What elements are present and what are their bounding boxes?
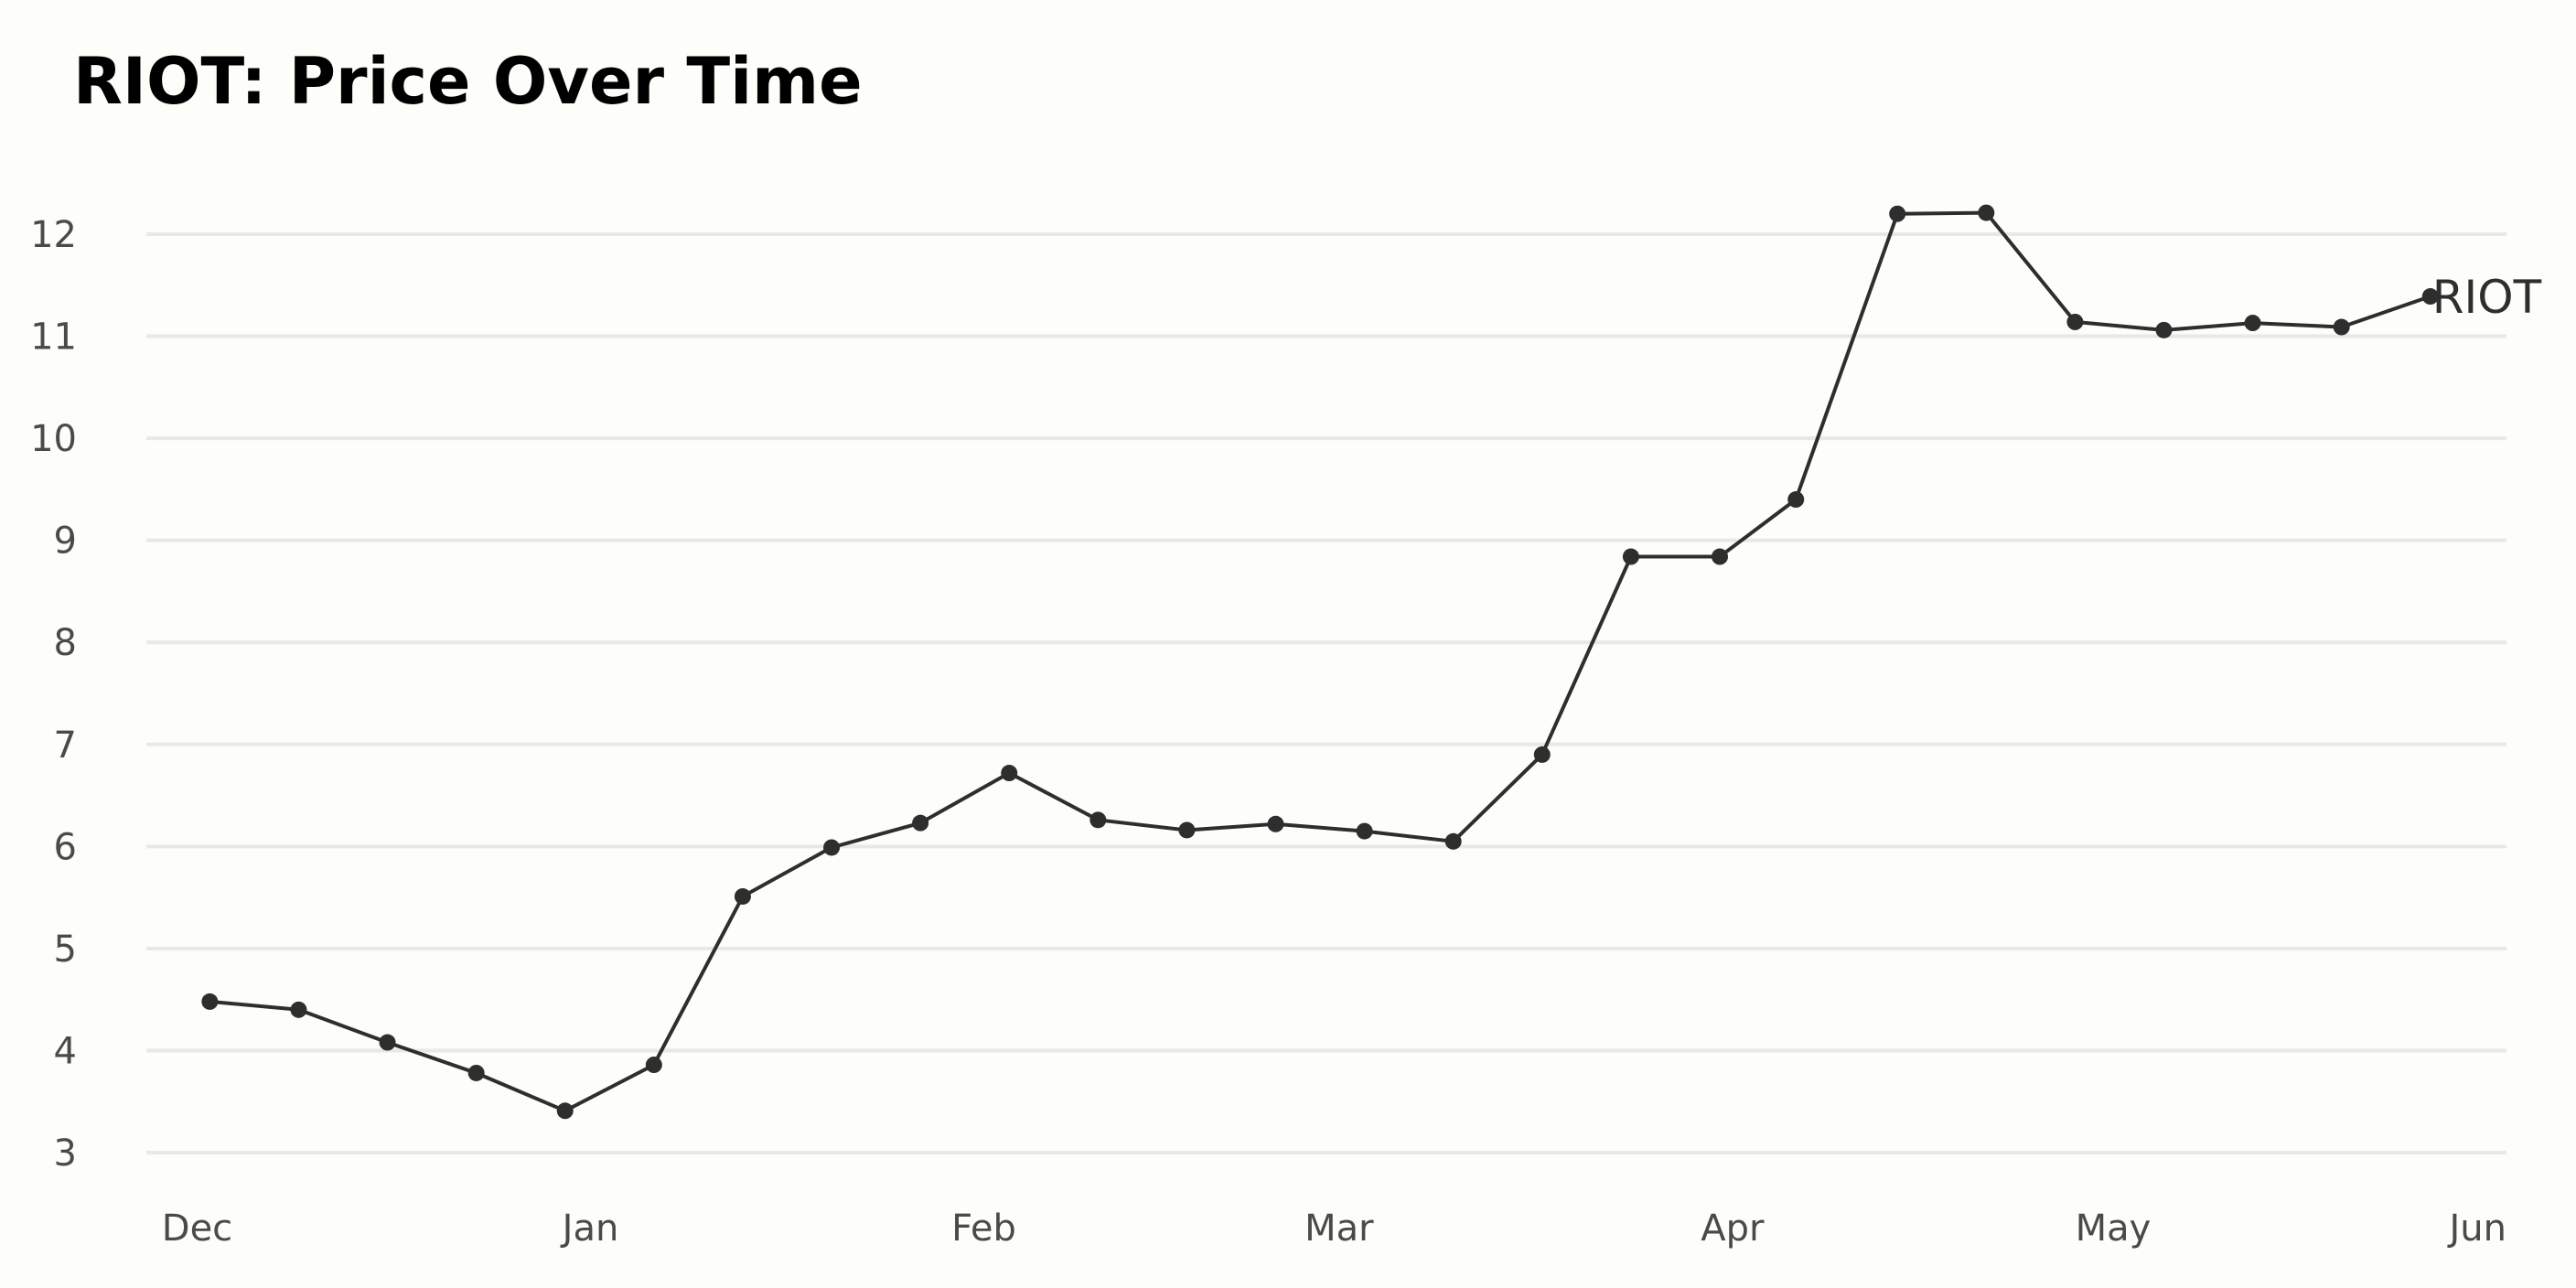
data-point [2244, 315, 2261, 332]
data-point [1787, 491, 1805, 509]
x-tick-label: Jan [560, 1208, 619, 1250]
y-tick-label: 8 [54, 622, 77, 664]
data-point [1444, 832, 1462, 850]
series-line-riot [209, 210, 2431, 1113]
data-point [2155, 321, 2173, 338]
y-tick-label: 4 [54, 1030, 77, 1072]
y-tick-label: 7 [54, 724, 77, 767]
chart-title: RIOT: Price Over Time [73, 44, 863, 119]
y-tick-label: 11 [30, 317, 77, 359]
series-layer: RIOT [201, 204, 2542, 1120]
data-point [467, 1064, 485, 1081]
x-tick-label: Jun [2447, 1208, 2507, 1250]
x-tick-label: Apr [1701, 1208, 1765, 1250]
data-point [2333, 318, 2350, 336]
data-point [1712, 548, 1728, 565]
data-point [645, 1057, 662, 1074]
data-point [2421, 288, 2439, 306]
data-point [1267, 815, 1284, 832]
data-point [201, 993, 219, 1010]
data-point [2066, 313, 2084, 330]
data-point [379, 1034, 396, 1051]
y-tick-label: 12 [30, 214, 77, 256]
y-tick-label: 6 [54, 826, 77, 868]
data-point [1622, 548, 1639, 565]
data-point [912, 814, 929, 832]
data-point [1089, 811, 1107, 829]
data-point [290, 1001, 307, 1018]
x-tick-label: Feb [951, 1208, 1016, 1250]
data-point [1001, 765, 1018, 782]
y-tick-label: 9 [54, 521, 77, 563]
y-tick-label: 3 [54, 1132, 77, 1175]
gridlines [146, 232, 2506, 1154]
x-tick-label: Mar [1304, 1208, 1374, 1250]
y-tick-label: 5 [54, 928, 77, 971]
data-point [1178, 821, 1196, 839]
data-point [823, 839, 841, 856]
data-point [734, 887, 751, 905]
data-point [1356, 822, 1373, 840]
x-tick-label: Dec [162, 1208, 232, 1250]
y-tick-label: 10 [30, 418, 77, 460]
y-axis-ticks: 3 4 5 6 7 8 9 10 11 12 [30, 214, 77, 1175]
data-point [556, 1102, 574, 1120]
data-point [1533, 746, 1551, 763]
data-point [1889, 205, 1906, 222]
series-label: RIOT [2432, 271, 2542, 324]
x-axis-ticks: Dec Jan Feb Mar Apr May Jun [162, 1208, 2506, 1250]
data-point [1978, 204, 1995, 221]
x-tick-label: May [2076, 1208, 2152, 1250]
